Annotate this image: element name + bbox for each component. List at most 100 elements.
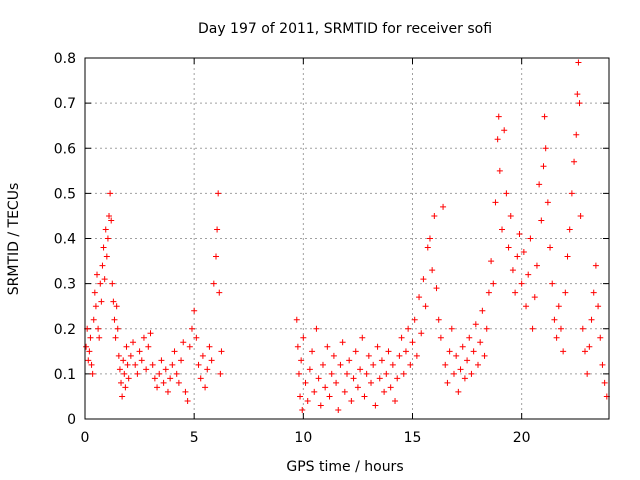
data-point	[479, 307, 486, 314]
data-point	[218, 348, 225, 355]
data-point	[217, 370, 224, 377]
data-point	[293, 316, 300, 323]
data-point	[354, 384, 361, 391]
y-tick-label: 0.2	[54, 322, 76, 338]
data-point	[337, 361, 344, 368]
data-point	[481, 352, 488, 359]
data-point	[112, 334, 119, 341]
data-point	[317, 402, 324, 409]
data-point	[413, 352, 420, 359]
data-point	[173, 370, 180, 377]
data-point	[328, 370, 335, 377]
data-point	[104, 235, 111, 242]
data-point	[298, 357, 305, 364]
data-point	[324, 343, 331, 350]
data-point	[109, 280, 116, 287]
data-point	[145, 343, 152, 350]
data-point	[118, 379, 125, 386]
data-point	[383, 370, 390, 377]
data-point	[319, 361, 326, 368]
data-point	[573, 131, 580, 138]
data-point	[555, 303, 562, 310]
x-tick-label: 10	[294, 430, 312, 446]
data-point	[592, 262, 599, 269]
data-point	[108, 217, 115, 224]
data-point	[149, 361, 156, 368]
data-point	[302, 379, 309, 386]
data-point	[151, 375, 158, 382]
data-point	[202, 384, 209, 391]
data-point	[160, 379, 167, 386]
data-point	[304, 397, 311, 404]
data-point	[512, 289, 519, 296]
data-point	[442, 361, 449, 368]
data-point	[97, 280, 104, 287]
data-point	[363, 370, 370, 377]
data-point	[577, 212, 584, 219]
data-point	[387, 384, 394, 391]
data-point	[326, 393, 333, 400]
data-point	[88, 361, 95, 368]
data-point	[182, 388, 189, 395]
data-point	[359, 334, 366, 341]
data-point	[459, 343, 466, 350]
data-point	[186, 343, 193, 350]
data-point	[123, 343, 130, 350]
data-point	[381, 388, 388, 395]
data-point	[297, 393, 304, 400]
data-point	[557, 325, 564, 332]
data-point	[322, 384, 329, 391]
data-point	[107, 190, 114, 197]
y-tick-label: 0.4	[54, 232, 76, 248]
data-point	[90, 316, 97, 323]
data-point	[85, 357, 92, 364]
y-tick-label: 0.3	[54, 277, 76, 293]
data-point	[120, 357, 127, 364]
data-point	[426, 235, 433, 242]
data-point	[344, 370, 350, 377]
data-point	[541, 113, 548, 120]
data-point	[127, 352, 134, 359]
data-point	[94, 271, 101, 278]
data-point	[134, 370, 141, 377]
data-point	[208, 357, 215, 364]
data-point	[446, 348, 453, 355]
data-point	[96, 334, 103, 341]
data-point	[213, 253, 219, 260]
data-point	[566, 226, 573, 233]
data-point	[132, 361, 139, 368]
data-point	[466, 334, 473, 341]
data-point	[581, 348, 588, 355]
data-point	[468, 370, 475, 377]
data-point	[365, 352, 372, 359]
data-point	[119, 393, 126, 400]
data-point	[306, 366, 313, 373]
data-point	[488, 258, 495, 265]
data-point	[518, 280, 525, 287]
data-point	[407, 361, 414, 368]
data-point	[376, 375, 383, 382]
data-point	[339, 339, 346, 346]
data-point	[394, 375, 401, 382]
data-point	[520, 249, 527, 256]
data-point	[169, 361, 176, 368]
data-point	[444, 379, 451, 386]
data-point	[505, 244, 512, 251]
data-point	[191, 307, 198, 314]
data-point	[568, 190, 575, 197]
data-point	[420, 276, 427, 283]
x-tick-label: 0	[81, 430, 90, 446]
data-point	[101, 276, 108, 283]
data-point	[533, 262, 540, 269]
data-point	[197, 375, 204, 382]
data-point	[124, 361, 131, 368]
data-point	[162, 366, 169, 373]
data-point	[595, 303, 602, 310]
data-point	[372, 402, 379, 409]
data-point	[335, 406, 342, 413]
x-tick-label: 15	[404, 430, 422, 446]
data-point	[99, 262, 106, 269]
grid-lines	[85, 58, 609, 419]
data-point	[330, 352, 337, 359]
data-point	[392, 397, 399, 404]
